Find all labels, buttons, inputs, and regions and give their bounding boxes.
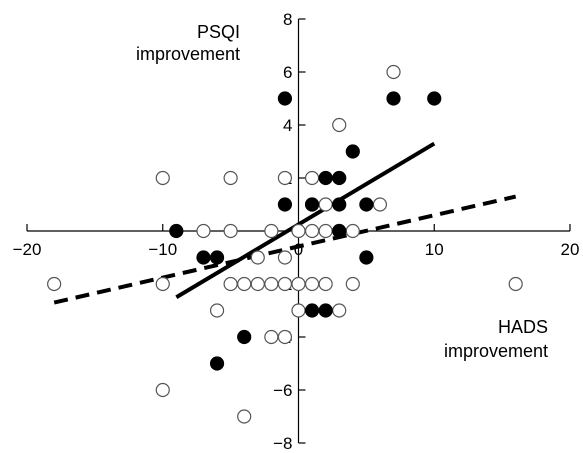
y-tick-label: −6 [273, 381, 292, 400]
open-point [264, 329, 279, 345]
open-point [386, 64, 401, 80]
filled-point [304, 197, 320, 212]
open-point [291, 276, 306, 292]
open-point [291, 303, 306, 318]
filled-point [359, 197, 374, 212]
fit-lines [53, 141, 517, 305]
filled-point [196, 250, 211, 265]
open-point [332, 303, 347, 318]
open-point [209, 303, 225, 318]
filled-point [318, 170, 333, 186]
x-tick-label: 20 [561, 240, 580, 259]
fit-line-dashed [53, 194, 517, 305]
open-point [250, 276, 265, 292]
filled-point [386, 91, 401, 106]
open-point [264, 223, 279, 239]
y-tick-label: 6 [283, 63, 292, 82]
open-point [223, 276, 238, 292]
open-point [372, 197, 388, 212]
x-tick-label: −10 [148, 240, 177, 259]
y-tick-label: −8 [273, 434, 292, 453]
open-point [223, 170, 238, 186]
filled-point [277, 197, 293, 212]
filled-point [332, 197, 347, 212]
open-point [332, 117, 347, 133]
open-point [508, 276, 523, 292]
open-point [304, 223, 320, 239]
fit-line-solid [175, 141, 436, 299]
x-axis-title-line-2: improvement [444, 341, 548, 361]
filled-point [304, 303, 320, 318]
filled-point [169, 223, 184, 239]
open-point [155, 276, 170, 292]
open-point [318, 276, 333, 292]
filled-point [209, 356, 225, 371]
filled-point [345, 144, 360, 159]
open-point [318, 197, 333, 212]
y-axis-title-line-2: improvement [136, 44, 240, 64]
filled-point [209, 250, 225, 265]
y-tick-label: 8 [283, 10, 292, 29]
y-tick-label: 4 [283, 116, 292, 135]
open-point [304, 170, 320, 186]
open-point [155, 170, 170, 186]
open-point [277, 250, 293, 265]
open-point [345, 276, 360, 292]
open-point [318, 223, 333, 239]
open-point [47, 276, 62, 292]
open-point [277, 276, 293, 292]
filled-point [277, 91, 293, 106]
filled-point [332, 223, 347, 239]
open-point [345, 223, 360, 239]
open-point [291, 223, 306, 239]
open-point [155, 382, 170, 398]
filled-point [427, 91, 442, 106]
data-points [47, 64, 523, 424]
open-point [196, 223, 211, 239]
filled-point [332, 170, 347, 186]
x-tick-label: −20 [13, 240, 42, 259]
x-tick-label: 0 [294, 240, 303, 259]
open-point [223, 223, 238, 239]
filled-point [318, 303, 333, 318]
x-axis-title-line-1: HADS [498, 317, 548, 337]
x-tick-label: 10 [425, 240, 444, 259]
open-point [237, 409, 252, 424]
open-point [237, 276, 252, 292]
open-point [264, 276, 279, 292]
open-point [304, 276, 320, 292]
y-axis-title-line-1: PSQI [197, 22, 240, 42]
open-point [277, 329, 293, 345]
filled-point [237, 329, 252, 345]
filled-point [359, 250, 374, 265]
open-point [277, 170, 293, 186]
open-point [250, 250, 265, 265]
